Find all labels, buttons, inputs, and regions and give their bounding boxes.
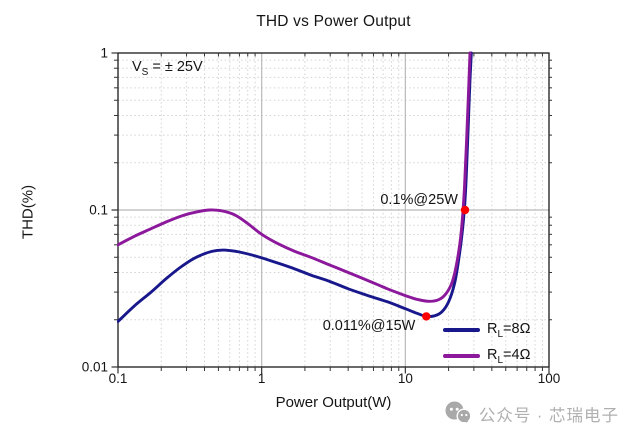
x-axis-label: Power Output(W) bbox=[275, 394, 392, 411]
supply-voltage-note: VS = ± 25V bbox=[132, 59, 203, 78]
watermark-text: 公众号 · 芯瑞电子 bbox=[478, 406, 619, 425]
annotation-0.011pct-at-15w: 0.011%@15W bbox=[322, 318, 416, 335]
curve-rl-8ohm bbox=[117, 51, 473, 323]
legend-4ohm-pre: R bbox=[487, 346, 498, 363]
legend: RL=8Ω RL=4Ω bbox=[443, 317, 530, 369]
marker-dot-0 bbox=[460, 205, 470, 215]
legend-swatch-8ohm bbox=[443, 328, 480, 332]
legend-row-4ohm: RL=4Ω bbox=[443, 343, 530, 369]
chart-title: THD vs Power Output bbox=[256, 13, 411, 30]
y-tick-label: 0.01 bbox=[81, 359, 108, 375]
y-tick-label: 1 bbox=[100, 45, 108, 61]
legend-swatch-4ohm bbox=[443, 354, 480, 358]
wechat-icon bbox=[445, 401, 472, 424]
vs-note-post: = ± 25V bbox=[148, 59, 203, 75]
y-axis-label: THD(%) bbox=[19, 184, 37, 240]
watermark: 公众号 · 芯瑞电子 bbox=[444, 401, 619, 426]
x-tick-label: 100 bbox=[537, 371, 561, 386]
marker-dot-1 bbox=[422, 312, 431, 321]
legend-8ohm-post: =8Ω bbox=[503, 320, 531, 337]
legend-4ohm-post: =4Ω bbox=[503, 346, 531, 363]
legend-row-8ohm: RL=8Ω bbox=[443, 317, 530, 343]
legend-8ohm-pre: R bbox=[487, 320, 498, 337]
x-tick-label: 1 bbox=[257, 371, 266, 386]
annotation-0.1pct-at-25w: 0.1%@25W bbox=[380, 192, 458, 208]
vs-note-pre: V bbox=[132, 59, 142, 75]
x-tick-label: 10 bbox=[397, 371, 413, 386]
vs-note-sub: S bbox=[141, 66, 149, 78]
legend-4ohm-sub: L bbox=[497, 354, 504, 366]
legend-label-4ohm: RL=4Ω bbox=[487, 347, 530, 366]
legend-8ohm-sub: L bbox=[497, 328, 504, 340]
y-tick-label: 0.1 bbox=[89, 202, 108, 218]
legend-label-8ohm: RL=8Ω bbox=[487, 321, 530, 340]
curve-rl-4ohm bbox=[117, 51, 472, 303]
x-tick-label: 0.1 bbox=[108, 371, 128, 386]
